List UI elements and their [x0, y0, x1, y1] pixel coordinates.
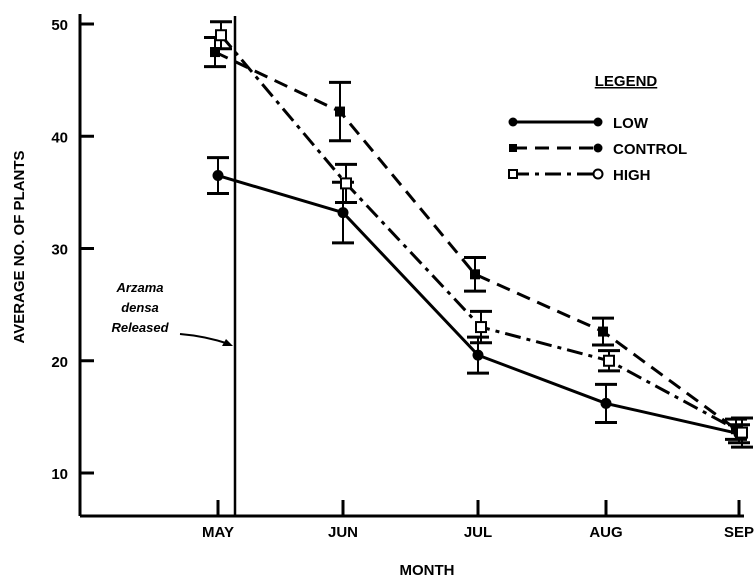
- annotation-line: densa: [121, 300, 159, 315]
- legend-title: LEGEND: [595, 73, 658, 90]
- x-tick-label: AUG: [589, 524, 622, 541]
- legend-label: CONTROL: [613, 141, 687, 158]
- legend-label: HIGH: [613, 167, 651, 184]
- x-ticks: MAY JUN JUL AUG SEP: [202, 500, 754, 541]
- data-point: [603, 354, 615, 367]
- legend-items: LOW CONTROL HIGH: [508, 115, 687, 184]
- legend-marker-start: [508, 117, 518, 127]
- x-tick-label: JUL: [464, 524, 492, 541]
- legend-item-control: CONTROL: [509, 141, 687, 158]
- legend-marker-start: [508, 169, 518, 179]
- legend: LEGEND LOW CONTROL HIGH: [508, 73, 687, 184]
- annotation-line: Released: [111, 320, 169, 335]
- annotation-arrow: [179, 333, 230, 345]
- data-point: [337, 207, 349, 219]
- data-point: [215, 29, 227, 42]
- axes: [78, 14, 744, 518]
- series-low: [207, 156, 750, 445]
- y-axis-title: AVERAGE NO. OF PLANTS: [11, 150, 28, 343]
- series-control: [204, 35, 747, 441]
- data-point: [600, 397, 612, 409]
- data-point: [210, 47, 220, 58]
- y-tick-label: 10: [51, 466, 68, 483]
- x-tick-label: JUN: [328, 524, 358, 541]
- data-point: [598, 326, 608, 337]
- data-point: [472, 349, 484, 361]
- release-annotation: Arzama densa Released: [111, 280, 233, 346]
- legend-marker-end: [593, 117, 603, 127]
- x-tick-label: MAY: [202, 524, 234, 541]
- y-tick-label: 20: [51, 354, 68, 371]
- legend-item-low: LOW: [508, 115, 649, 132]
- data-point: [340, 177, 352, 190]
- y-tick-label: 50: [51, 17, 68, 34]
- data-point: [475, 321, 487, 334]
- y-tick-label: 40: [51, 129, 68, 146]
- data-point: [212, 170, 224, 182]
- legend-item-high: HIGH: [508, 167, 651, 184]
- x-axis-title: MONTH: [400, 562, 455, 579]
- y-tick-label: 30: [51, 242, 68, 259]
- data-point: [736, 426, 748, 439]
- series-line: [214, 50, 737, 431]
- legend-marker-start: [509, 144, 517, 152]
- series-layer: [204, 20, 753, 449]
- annotation-arrowhead: [222, 339, 233, 346]
- legend-label: LOW: [613, 115, 649, 132]
- y-ticks: 10 20 30 40 50: [51, 17, 94, 483]
- data-point: [470, 269, 480, 280]
- x-tick-label: SEP: [724, 524, 754, 541]
- legend-marker-end: [593, 143, 603, 153]
- legend-marker-end: [592, 168, 604, 180]
- annotation-line: Arzama: [116, 280, 164, 295]
- series-high: [210, 20, 753, 449]
- series-line: [217, 174, 740, 436]
- data-point: [335, 106, 345, 117]
